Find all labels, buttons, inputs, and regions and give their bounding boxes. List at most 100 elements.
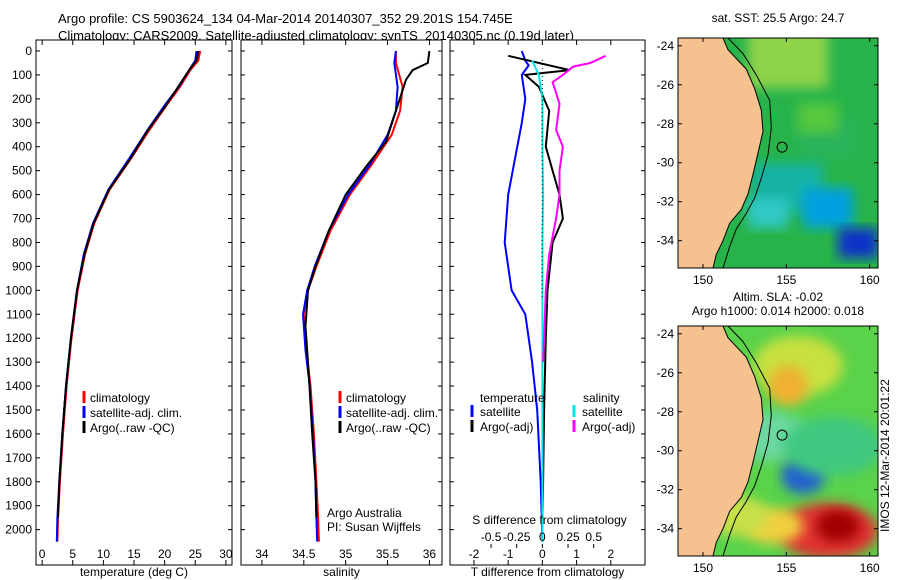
y-tick-label: 1000	[5, 283, 32, 297]
y-tick-label: -34	[657, 522, 675, 536]
timestamp-stamp: IMOS 12-Mar-2014 20:01:22	[878, 379, 892, 532]
y-tick-label: -26	[657, 366, 675, 380]
y-tick-label: 600	[12, 188, 32, 202]
map-field	[678, 326, 883, 559]
sst-patch	[803, 188, 853, 228]
panel-temperature: 0100200300400500600700800900100011001200…	[5, 40, 233, 579]
x-axis-label: temperature (deg C)	[80, 565, 188, 579]
annotation-line: Argo Australia	[327, 506, 402, 520]
y-tick-label: 1100	[6, 307, 32, 321]
x-tick-label-salinity: -0.25	[503, 530, 531, 544]
y-tick-label: 2000	[5, 523, 32, 537]
y-tick-label: 700	[12, 212, 32, 226]
x-tick-label: 155	[776, 561, 796, 575]
legend-label: satellite-adj. clim.	[346, 406, 438, 420]
legend-label: satellite-adj. clim.	[90, 406, 182, 420]
legend-label: Argo(-adj)	[480, 420, 533, 434]
x-axis-label: salinity	[323, 565, 360, 579]
y-tick-label: -32	[657, 483, 675, 497]
sst-patch	[748, 28, 828, 88]
sla-blob	[783, 416, 883, 476]
y-tick-label: 1400	[5, 379, 32, 393]
x-tick-label: -1	[503, 547, 514, 561]
legend-label: climatology	[90, 391, 150, 405]
y-tick-label: 1500	[5, 403, 32, 417]
x-tick-label: 25	[189, 547, 203, 561]
sst-patch	[838, 228, 878, 258]
y-tick-label: 1600	[5, 427, 32, 441]
y-tick-label: 400	[12, 140, 32, 154]
x-tick-label: 2	[607, 547, 614, 561]
x-tick-label-salinity: -0.5	[481, 530, 502, 544]
legend-label: Argo(-adj)	[582, 420, 635, 434]
x-tick-label-salinity: 0.25	[556, 530, 580, 544]
y-tick-label: 1700	[5, 451, 32, 465]
sla-blob	[816, 510, 860, 542]
x-tick-label: 35.5	[376, 547, 400, 561]
y-tick-label: 1300	[5, 355, 32, 369]
sst-patch	[748, 198, 788, 228]
y-tick-label: -32	[657, 195, 675, 209]
x-tick-label: 5	[69, 547, 76, 561]
figure-canvas: 0100200300400500600700800900100011001200…	[0, 0, 900, 580]
x-tick-label: 150	[693, 561, 713, 575]
x-tick-label: 10	[97, 547, 111, 561]
x-tick-label: 36	[423, 547, 437, 561]
x-tick-label: 155	[776, 273, 796, 287]
y-tick-label: -30	[657, 156, 675, 170]
y-tick-label: 0	[25, 44, 32, 58]
x-tick-label: 34	[255, 547, 269, 561]
y-tick-label: 1800	[5, 475, 32, 489]
legend-label: satellite	[480, 405, 521, 419]
y-tick-label: 300	[12, 116, 32, 130]
x-tick-label: 15	[127, 547, 141, 561]
panel-difference: -2 -1 0 1 2 T difference from climatology S di…	[450, 40, 645, 579]
legend-title-salinity: salinity	[583, 391, 620, 405]
y-tick-label: 1900	[5, 499, 32, 513]
map-sla_map: 150 155 160 -24 -26 -28 -30 -32 -34 Altim. SLA: -…	[657, 290, 883, 575]
map-sst_map: 150 155 160 -24 -26 -28 -30 -32 -34 sat. SST: 25.…	[657, 11, 880, 287]
legend-label: Argo(..raw -QC)	[90, 421, 175, 435]
x-tick-label: 0	[539, 547, 546, 561]
panel-salinity: 34 34.5 35 35.5 36 salinity	[241, 40, 442, 579]
sla-blob	[768, 366, 808, 406]
y-tick-label: -24	[657, 327, 675, 341]
legend-label: climatology	[346, 391, 406, 405]
y-tick-label: -28	[657, 117, 675, 131]
y-tick-label: 100	[12, 68, 32, 82]
y-tick-label: -34	[657, 234, 675, 248]
sst-patch	[798, 103, 838, 133]
x-tick-label: 160	[860, 561, 880, 575]
x-axis-label-2: S difference from climatology	[472, 513, 627, 527]
figure: Argo profile: CS 5903624_134 04-Mar-2014…	[0, 0, 900, 580]
y-tick-label: 900	[12, 259, 32, 273]
legend-label: satellite	[582, 405, 623, 419]
y-tick-label: 800	[12, 235, 32, 249]
x-axis-label: T difference from climatology	[471, 565, 625, 579]
y-tick-label: -30	[657, 444, 675, 458]
map-title-2: Argo h1000: 0.014 h2000: 0.018	[692, 304, 864, 318]
y-tick-label: 500	[12, 164, 32, 178]
x-tick-label: 20	[158, 547, 172, 561]
map-field	[678, 28, 878, 268]
x-tick-label: 34.5	[292, 547, 316, 561]
map-title: sat. SST: 25.5 Argo: 24.7	[712, 11, 845, 25]
y-tick-label: -28	[657, 405, 675, 419]
plot-frame	[36, 40, 232, 565]
x-tick-label-salinity: 0	[539, 530, 546, 544]
x-tick-label: -2	[469, 547, 480, 561]
legend-title-temperature: temperature	[480, 391, 545, 405]
y-tick-label: 200	[12, 92, 32, 106]
annotation-line: PI: Susan Wijffels	[327, 520, 421, 534]
x-tick-label: 150	[693, 273, 713, 287]
x-tick-label-salinity: 0.5	[585, 530, 602, 544]
y-tick-label: 1200	[5, 331, 32, 345]
x-tick-label: 1	[573, 547, 580, 561]
x-tick-label: 30	[219, 547, 233, 561]
plot-frame	[241, 40, 442, 565]
legend-label: Argo(..raw -QC)	[346, 421, 431, 435]
map-title: Altim. SLA: -0.02	[733, 290, 823, 304]
x-tick-label: 0	[39, 547, 46, 561]
x-tick-label: 35	[339, 547, 353, 561]
x-tick-label: 160	[860, 273, 880, 287]
